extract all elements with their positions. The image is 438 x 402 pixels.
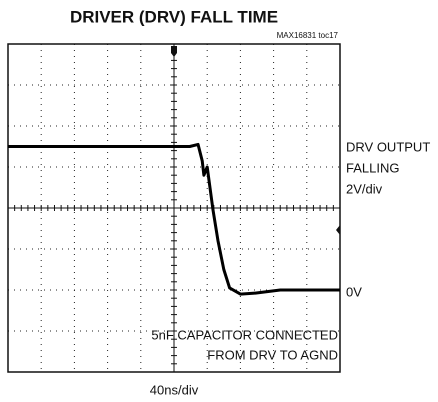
chart-subtitle: MAX16831 toc17 [277, 31, 339, 40]
annotation: FALLING [346, 160, 399, 175]
annotation: FROM DRV TO AGND [207, 347, 338, 362]
chart-title: DRIVER (DRV) FALL TIME [70, 7, 278, 26]
trace [8, 142, 340, 296]
annotation: 2V/div [346, 181, 383, 196]
annotation: 0V [346, 284, 362, 299]
annotation: 5nF CAPACITOR CONNECTED [151, 327, 338, 342]
x-axis-label: 40ns/div [150, 382, 199, 397]
annotation: DRV OUTPUT [346, 139, 430, 154]
plot-frame [7, 43, 341, 373]
trigger-marker [171, 46, 177, 57]
level-marker [336, 225, 340, 235]
